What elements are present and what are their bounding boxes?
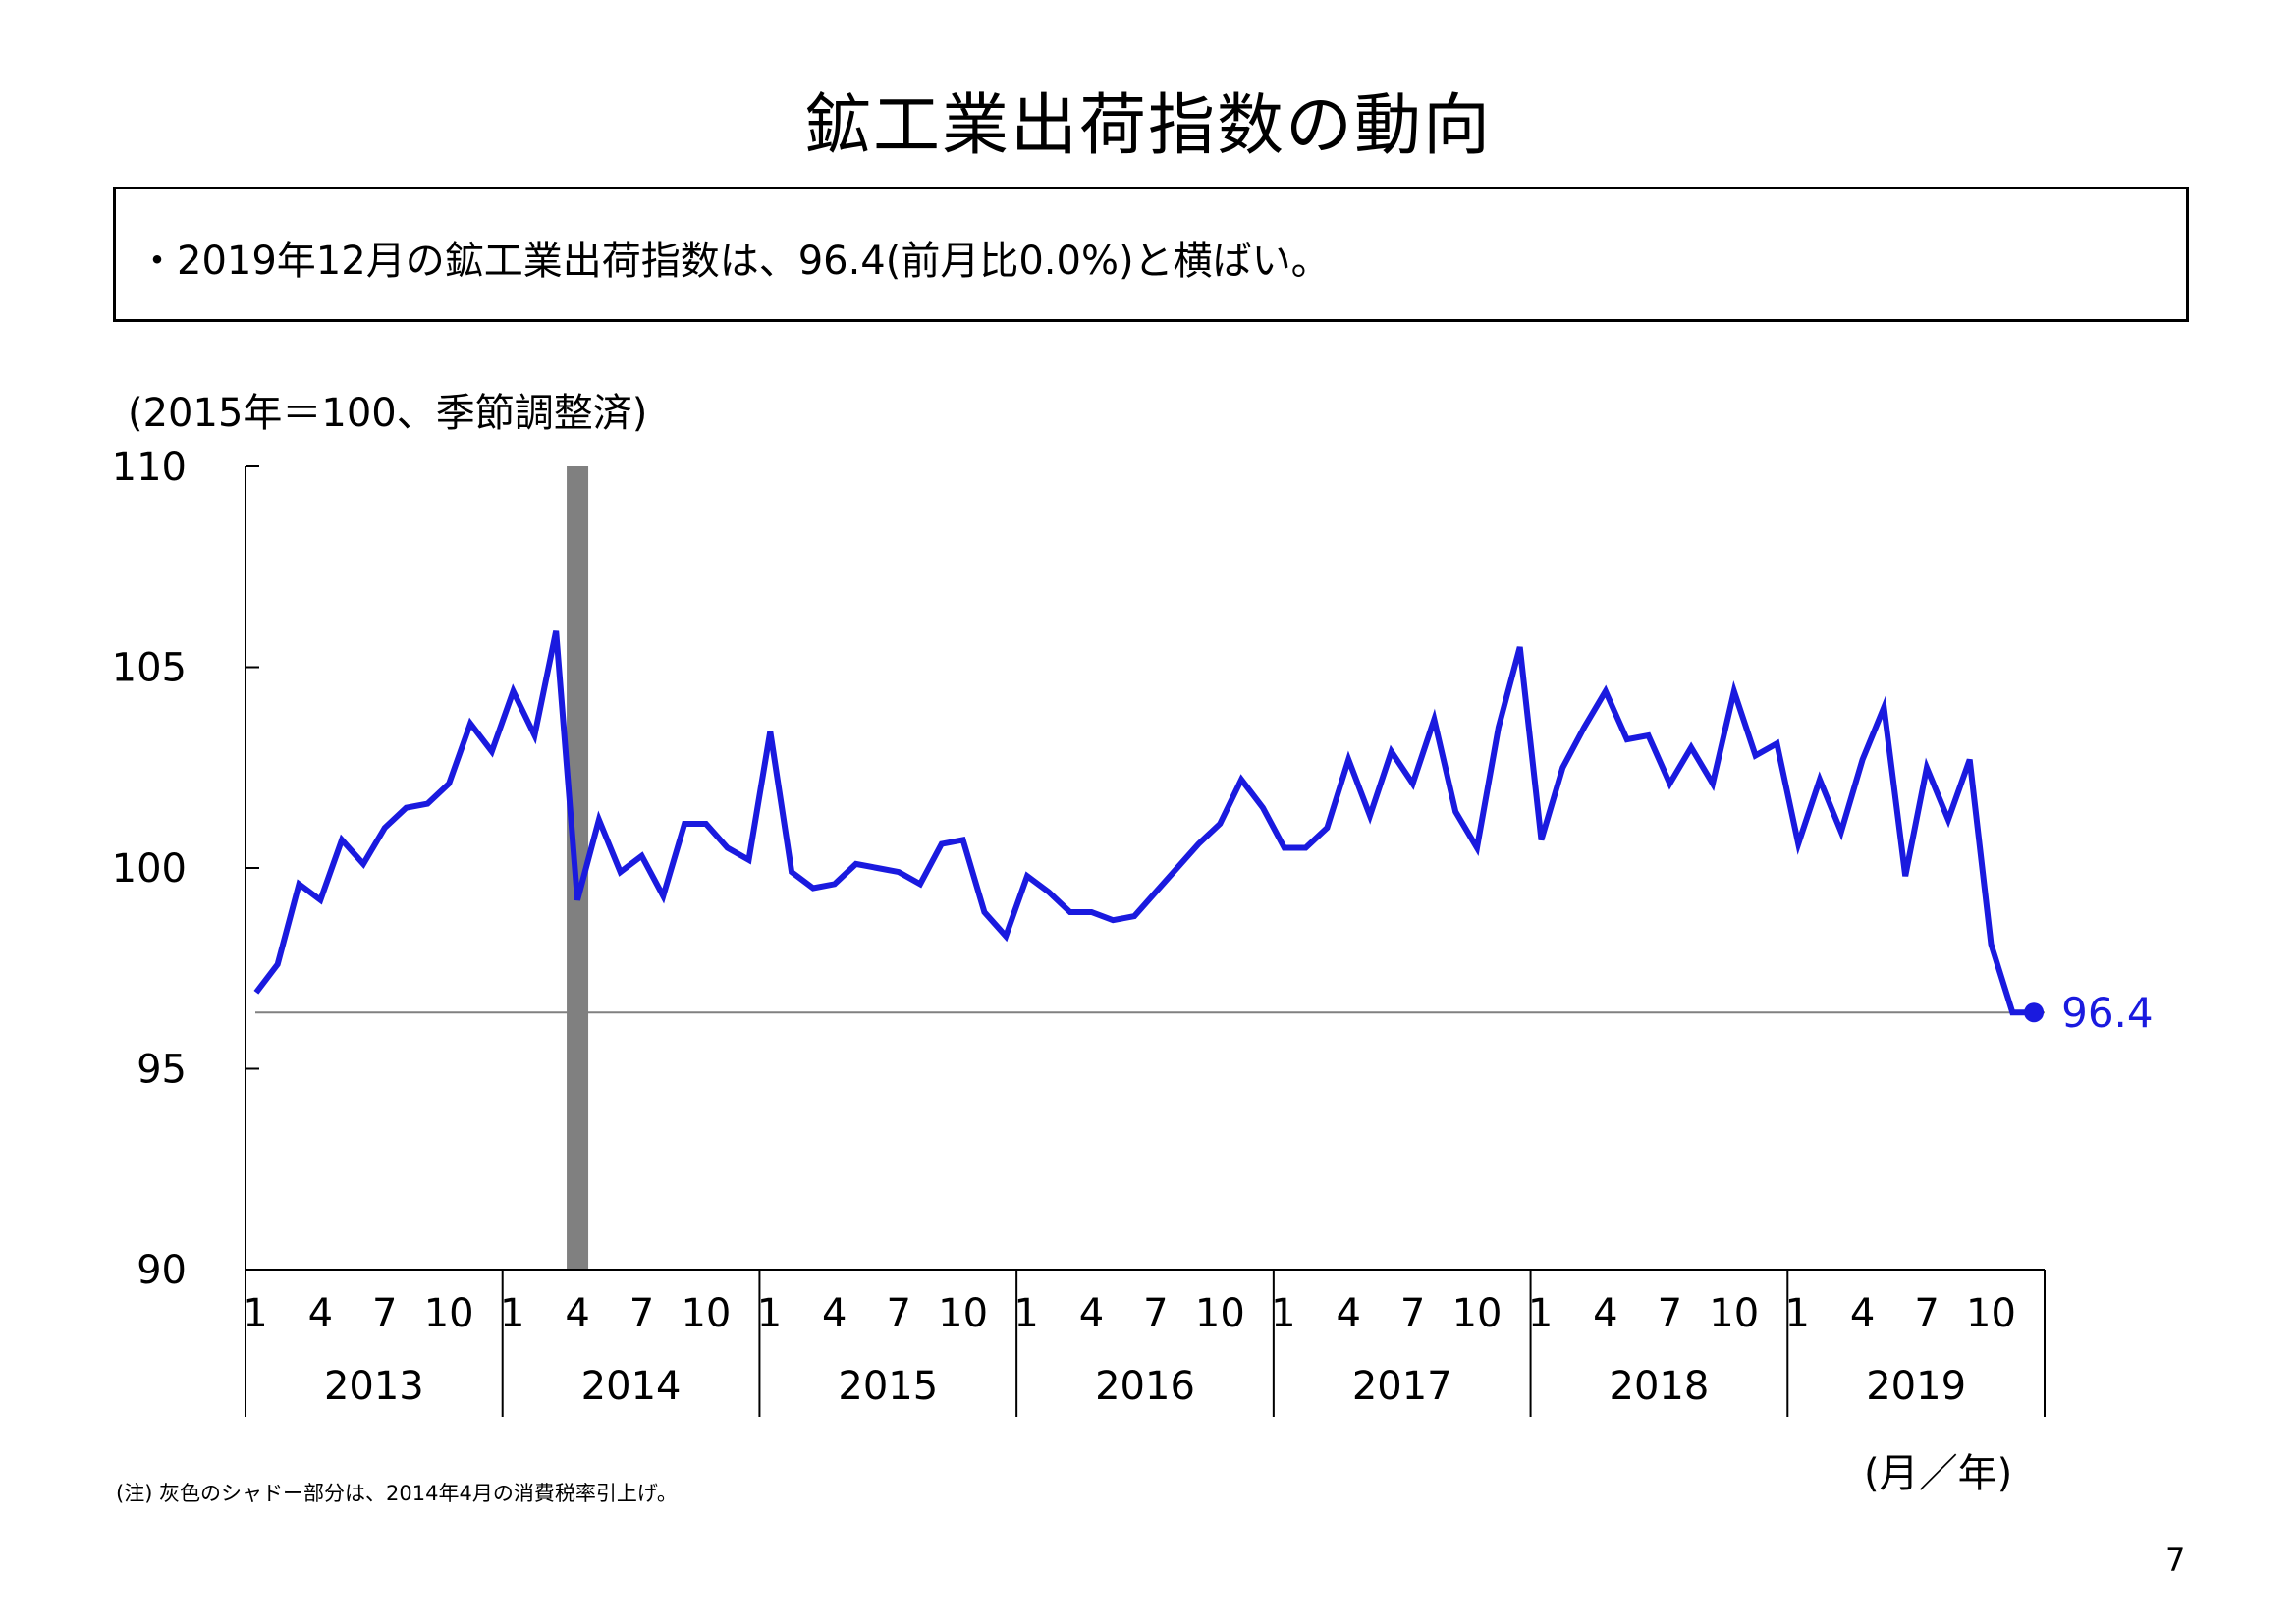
y-tick-label: 100 [112, 846, 187, 892]
series-layer [253, 630, 2045, 1023]
x-year-label: 2016 [1095, 1364, 1195, 1409]
unit-note: (2015年＝100、季節調整済) [128, 391, 648, 436]
x-month-label: 1 [1785, 1291, 1810, 1336]
series-line [253, 630, 2035, 1016]
latest-point-marker [2024, 1002, 2045, 1023]
x-month-label: 1 [1528, 1291, 1553, 1336]
x-month-label: 4 [1593, 1291, 1617, 1336]
x-month-label: 7 [1658, 1291, 1682, 1336]
x-month-label: 7 [629, 1291, 654, 1336]
x-year-label: 2014 [581, 1364, 682, 1409]
x-year-label: 2019 [1866, 1364, 1966, 1409]
x-year-label: 2018 [1610, 1364, 1710, 1409]
x-month-label: 7 [1143, 1291, 1168, 1336]
x-month-label: 7 [372, 1291, 397, 1336]
x-month-label: 10 [1709, 1291, 1759, 1336]
x-year-label: 2015 [838, 1364, 938, 1409]
page-title: 鉱工業出荷指数の動向 [803, 87, 1492, 165]
x-month-label: 10 [1452, 1291, 1503, 1336]
x-month-label: 10 [681, 1291, 731, 1336]
x-month-label: 4 [1336, 1291, 1360, 1336]
x-month-label: 10 [938, 1291, 988, 1336]
x-month-label: 10 [1966, 1291, 2016, 1336]
latest-value-label: 96.4 [2061, 989, 2154, 1037]
y-tick-label: 110 [112, 445, 187, 490]
x-month-label: 1 [1013, 1291, 1038, 1336]
x-month-label: 10 [1195, 1291, 1245, 1336]
x-month-label: 1 [1271, 1291, 1295, 1336]
x-year-label: 2013 [324, 1364, 424, 1409]
x-year-label: 2017 [1352, 1364, 1452, 1409]
x-month-label: 4 [1850, 1291, 1875, 1336]
footnote: (注) 灰色のシャドー部分は、2014年4月の消費税率引上げ。 [116, 1482, 678, 1505]
x-month-label: 1 [757, 1291, 782, 1336]
x-month-label: 4 [1079, 1291, 1104, 1336]
x-month-label: 1 [500, 1291, 524, 1336]
summary-text: ・2019年12月の鉱工業出荷指数は、96.4(前月比0.0%)と横ばい。 [137, 239, 1331, 284]
x-month-label: 4 [308, 1291, 333, 1336]
y-tick-label: 90 [137, 1248, 187, 1293]
x-month-label: 7 [886, 1291, 910, 1336]
page-number: 7 [2165, 1542, 2186, 1579]
y-tick-label: 95 [137, 1048, 187, 1093]
x-month-label: 10 [424, 1291, 474, 1336]
x-month-label: 4 [565, 1291, 589, 1336]
x-month-label: 7 [1400, 1291, 1425, 1336]
axis-unit-label: (月／年) [1864, 1451, 2013, 1496]
x-month-label: 7 [1914, 1291, 1939, 1336]
x-month-label: 1 [243, 1291, 267, 1336]
x-month-label: 4 [822, 1291, 847, 1336]
y-tick-label: 105 [112, 646, 187, 691]
summary-box: ・2019年12月の鉱工業出荷指数は、96.4(前月比0.0%)と横ばい。 [113, 187, 2189, 322]
